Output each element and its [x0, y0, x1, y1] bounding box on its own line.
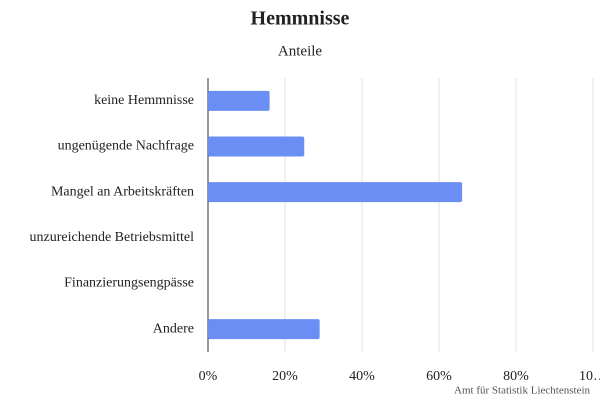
- x-tick-label: 60%: [426, 369, 452, 384]
- y-tick-label: unzureichende Betriebsmittel: [30, 230, 195, 245]
- x-tick-label: 20%: [272, 369, 298, 384]
- y-tick-label: ungenügende Nachfrage: [58, 139, 194, 154]
- x-tick-label: 80%: [503, 369, 529, 384]
- x-tick-label: 10…: [579, 369, 600, 384]
- y-tick-label: Mangel an Arbeitskräften: [51, 184, 194, 199]
- credit: Amt für Statistik Liechtenstein: [454, 385, 590, 397]
- bar: [208, 182, 463, 203]
- chart-title: Hemmnisse: [251, 8, 350, 30]
- bar: [208, 319, 320, 340]
- bar: [208, 90, 270, 111]
- y-tick-label: Andere: [153, 321, 194, 336]
- bar: [208, 136, 305, 157]
- y-tick-label: Finanzierungsengpässe: [64, 276, 194, 291]
- y-tick-label: keine Hemmnisse: [94, 93, 194, 108]
- x-tick-label: 40%: [349, 369, 375, 384]
- x-tick-label: 0%: [199, 369, 218, 384]
- chart-subtitle: Anteile: [278, 43, 322, 59]
